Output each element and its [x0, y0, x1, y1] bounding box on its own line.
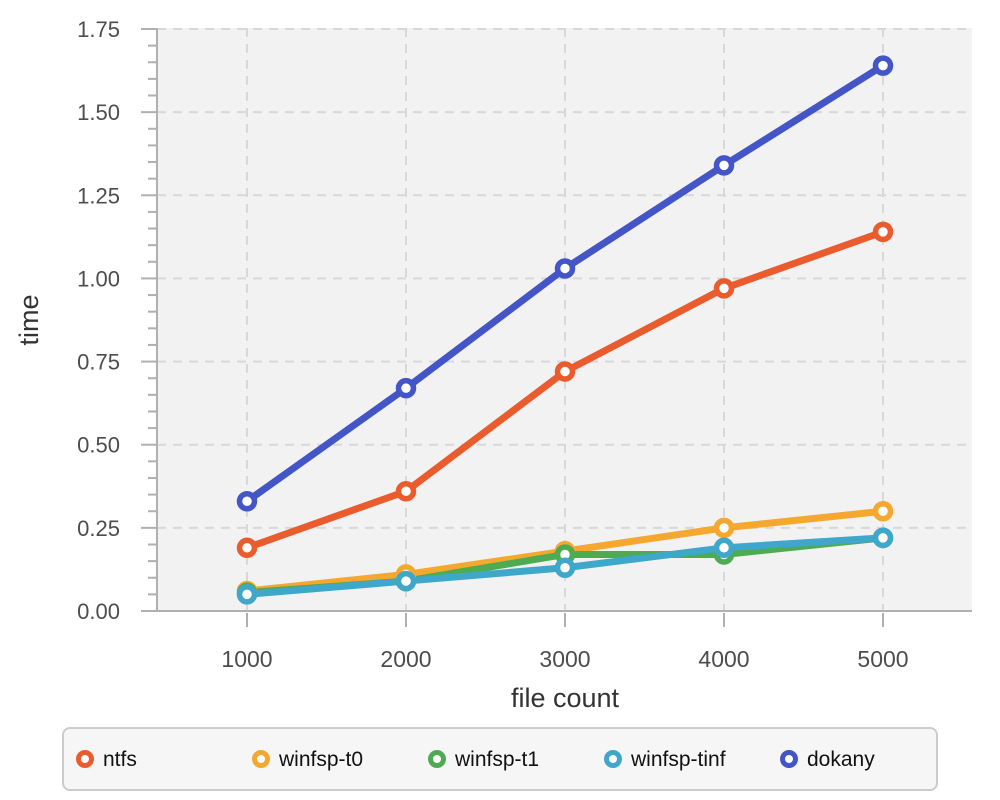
legend-marker-circle-icon	[604, 750, 622, 768]
data-point-ntfs	[713, 278, 735, 299]
y-tick-label: 0.00	[77, 599, 120, 624]
x-tick-label: 1000	[221, 646, 272, 672]
legend-marker-circle-icon	[428, 750, 446, 768]
legend-item-winfsp-tinf: winfsp-tinf	[604, 749, 780, 770]
data-point-winfsp-tinf	[236, 584, 258, 605]
x-tick-label: 2000	[380, 646, 431, 672]
data-point-winfsp-tinf	[872, 527, 894, 549]
data-point-winfsp-tinf	[395, 570, 417, 592]
legend-marker-circle-icon	[780, 750, 798, 768]
legend-label: winfsp-tinf	[631, 747, 726, 771]
data-point-dokany	[236, 491, 258, 512]
legend: ntfs winfsp-t0 winfsp-t1 winfsp-tinf dok…	[62, 727, 938, 791]
legend-label: dokany	[807, 747, 875, 771]
y-tick-label: 0.50	[77, 433, 120, 458]
x-tick-label: 5000	[857, 646, 908, 672]
data-point-dokany	[872, 55, 894, 76]
y-axis-title: time	[14, 294, 44, 345]
legend-item-ntfs: ntfs	[76, 749, 252, 770]
legend-label: winfsp-t1	[455, 747, 540, 771]
plot-area: 0.00 0.25 0.50 0.75 1.00 1.25 1.50 1.75 1000 2000…	[77, 17, 972, 672]
y-tick-label: 1.75	[77, 17, 120, 42]
data-point-winfsp-tinf	[713, 537, 735, 559]
x-axis-title: file count	[511, 683, 620, 713]
legend-item-winfsp-t0: winfsp-t0	[252, 749, 428, 770]
data-point-dokany	[395, 377, 417, 399]
y-tick-label: 0.25	[77, 516, 120, 541]
data-point-ntfs	[554, 361, 576, 382]
legend-item-dokany: dokany	[780, 749, 875, 770]
data-point-winfsp-tinf	[554, 557, 576, 579]
data-point-dokany	[713, 155, 735, 176]
data-point-dokany	[554, 258, 576, 279]
x-tick-label: 3000	[539, 646, 590, 672]
legend-marker-circle-icon	[252, 750, 270, 768]
y-tick-label: 1.00	[77, 266, 120, 291]
x-tick-label: 4000	[698, 646, 749, 672]
data-point-ntfs	[236, 537, 258, 559]
legend-label: winfsp-t0	[279, 747, 364, 771]
legend-item-winfsp-t1: winfsp-t1	[428, 749, 604, 770]
line-chart: 0.00 0.25 0.50 0.75 1.00 1.25 1.50 1.75 1000 2000…	[14, 17, 972, 713]
data-point-winfsp-t0	[713, 517, 735, 539]
legend-marker-circle-icon	[76, 750, 94, 768]
data-point-winfsp-t0	[872, 500, 894, 522]
data-point-ntfs	[872, 221, 894, 243]
y-tick-label: 1.50	[77, 100, 120, 125]
y-tick-label: 0.75	[77, 350, 120, 375]
legend-label: ntfs	[103, 747, 137, 771]
data-point-ntfs	[395, 481, 417, 502]
y-tick-label: 1.25	[77, 183, 120, 208]
